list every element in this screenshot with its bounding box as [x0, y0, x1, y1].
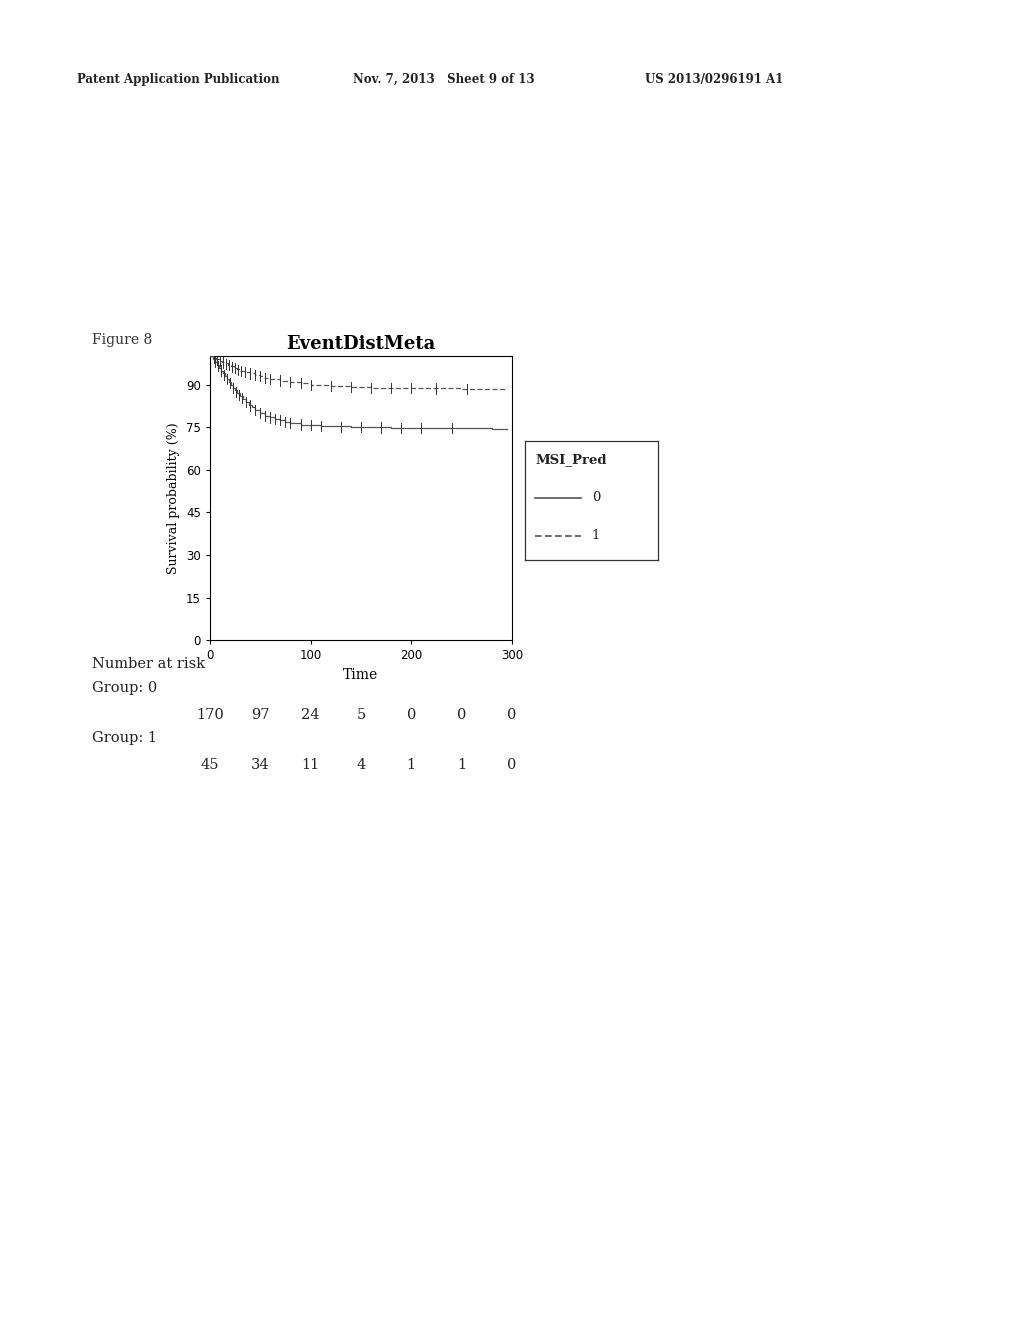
Text: 34: 34: [251, 758, 269, 772]
Text: 1: 1: [407, 758, 416, 772]
X-axis label: Time: Time: [343, 668, 379, 682]
Text: 1: 1: [457, 758, 466, 772]
Y-axis label: Survival probability (%): Survival probability (%): [168, 422, 180, 574]
Text: MSI_Pred: MSI_Pred: [536, 453, 607, 466]
Text: 1: 1: [592, 529, 600, 543]
Text: 0: 0: [457, 708, 466, 722]
Text: Number at risk: Number at risk: [92, 657, 205, 672]
Text: 170: 170: [196, 708, 224, 722]
Text: 24: 24: [301, 708, 319, 722]
Text: 0: 0: [507, 708, 517, 722]
Text: 0: 0: [407, 708, 416, 722]
Text: 11: 11: [301, 758, 319, 772]
Text: US 2013/0296191 A1: US 2013/0296191 A1: [645, 73, 783, 86]
Title: EventDistMeta: EventDistMeta: [287, 335, 435, 354]
Text: Nov. 7, 2013   Sheet 9 of 13: Nov. 7, 2013 Sheet 9 of 13: [353, 73, 535, 86]
Text: Group: 1: Group: 1: [92, 731, 157, 746]
Text: 0: 0: [507, 758, 517, 772]
Text: 97: 97: [251, 708, 269, 722]
Text: Group: 0: Group: 0: [92, 681, 158, 696]
Text: 4: 4: [356, 758, 366, 772]
Text: Figure 8: Figure 8: [92, 333, 153, 347]
Text: 5: 5: [356, 708, 366, 722]
Text: Patent Application Publication: Patent Application Publication: [77, 73, 280, 86]
Text: 45: 45: [201, 758, 219, 772]
Text: 0: 0: [592, 491, 600, 504]
